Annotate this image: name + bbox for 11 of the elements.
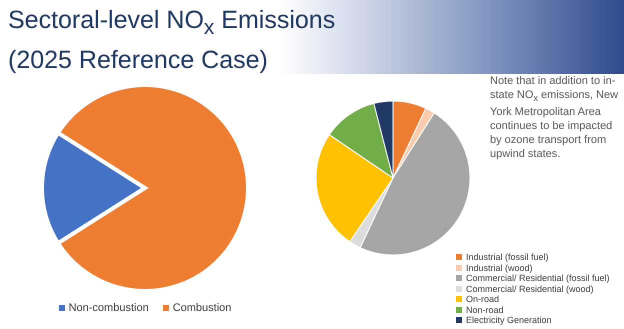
- legend-label: Combustion: [172, 302, 232, 314]
- legend-label: Non-combustion: [68, 302, 149, 314]
- legend-label: Commercial/ Residential (wood): [466, 284, 594, 294]
- legend-label: Industrial (wood): [466, 262, 533, 273]
- text: Note that in addition to in-state NO$_{x}$ emissions, New York Metropolitan Area continues to be impacted by ozone transport from upwind states.: [490, 74, 620, 162]
- legend-label: Commercial/ Residential (fossil fuel): [466, 273, 610, 284]
- legend-label: Electricity Generation: [466, 315, 552, 326]
- legend-label: Industrial (fossil fuel): [466, 252, 549, 262]
- chart-title: Sectoral-level NO$_{x}$ Emissions (2025 Reference Case): [8, 5, 336, 76]
- legend-label: On-road: [466, 294, 500, 304]
- legend-label: Non-road: [466, 304, 504, 315]
